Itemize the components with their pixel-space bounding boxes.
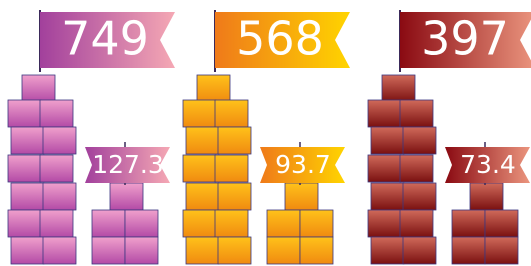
brick xyxy=(40,155,73,182)
brick xyxy=(371,127,404,154)
brick xyxy=(452,237,485,264)
brick xyxy=(197,75,230,102)
brick xyxy=(403,127,436,154)
brick xyxy=(470,183,503,210)
secondary-value: 73.4 xyxy=(460,150,516,179)
brick xyxy=(403,237,436,264)
brick xyxy=(400,210,433,237)
brick xyxy=(8,155,41,182)
brick xyxy=(110,183,143,210)
brick xyxy=(400,155,433,182)
group: 749 127.3 xyxy=(8,10,175,264)
brick xyxy=(40,210,73,237)
group: 397 73.4 xyxy=(368,10,531,264)
brick xyxy=(452,210,485,237)
brick xyxy=(368,210,401,237)
brick xyxy=(8,100,41,127)
infographic: 749 127.3 568 93.7 397 73.4 xyxy=(0,0,531,266)
brick xyxy=(215,210,248,237)
brick xyxy=(186,237,219,264)
brick xyxy=(11,127,44,154)
brick xyxy=(183,210,216,237)
brick xyxy=(11,183,44,210)
brick xyxy=(371,183,404,210)
brick xyxy=(92,210,125,237)
brick xyxy=(8,210,41,237)
group: 568 93.7 xyxy=(183,10,350,264)
brick xyxy=(11,237,44,264)
brick xyxy=(300,210,333,237)
page: 749127.356893.739773.4 (() => { const da… xyxy=(0,0,531,266)
brick xyxy=(285,183,318,210)
brick xyxy=(186,183,219,210)
brick xyxy=(403,183,436,210)
brick xyxy=(267,237,300,264)
brick xyxy=(485,210,518,237)
brick xyxy=(125,237,158,264)
brick xyxy=(218,127,251,154)
brick xyxy=(368,155,401,182)
brick xyxy=(43,127,76,154)
brick xyxy=(368,100,401,127)
secondary-value: 127.3 xyxy=(92,150,164,179)
brick xyxy=(43,237,76,264)
brick xyxy=(125,210,158,237)
brick xyxy=(215,100,248,127)
value: 568 xyxy=(236,12,324,66)
brick xyxy=(300,237,333,264)
brick xyxy=(267,210,300,237)
brick xyxy=(22,75,55,102)
value: 749 xyxy=(61,12,149,66)
value: 397 xyxy=(421,12,509,66)
brick xyxy=(218,183,251,210)
brick xyxy=(382,75,415,102)
brick xyxy=(186,127,219,154)
brick xyxy=(43,183,76,210)
brick xyxy=(218,237,251,264)
brick xyxy=(371,237,404,264)
brick xyxy=(183,100,216,127)
brick xyxy=(400,100,433,127)
brick xyxy=(40,100,73,127)
secondary-value: 93.7 xyxy=(275,150,331,179)
brick xyxy=(183,155,216,182)
brick xyxy=(92,237,125,264)
brick xyxy=(215,155,248,182)
brick xyxy=(485,237,518,264)
